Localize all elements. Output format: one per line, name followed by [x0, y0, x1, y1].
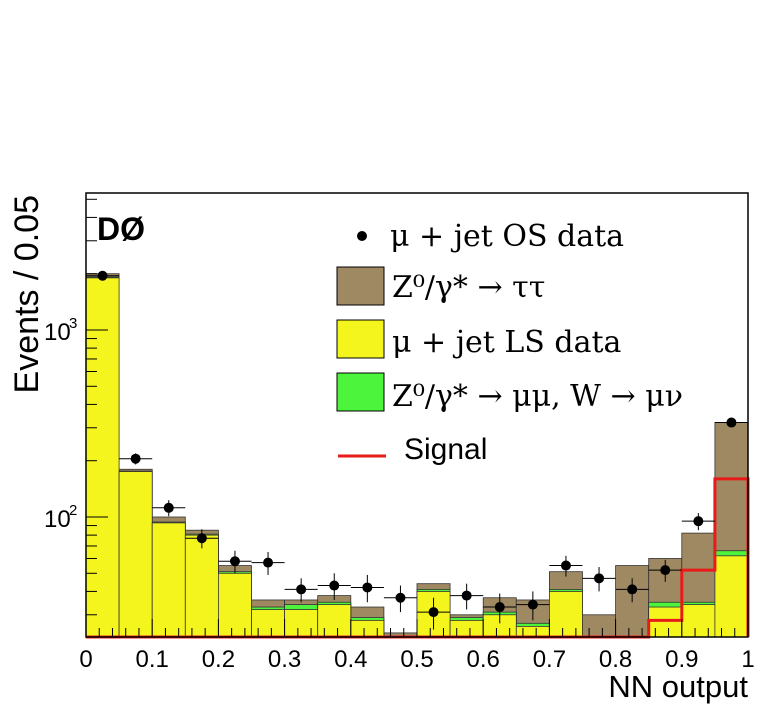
bar-ls-data-bin-7: [317, 604, 352, 638]
data-point-9: [383, 585, 417, 613]
x-tick-label-5: 0.5: [400, 646, 433, 673]
data-point-marker-16: [627, 584, 638, 595]
data-point-0: [86, 270, 120, 281]
legend-swatch-zmumu-wmunu: [336, 372, 385, 412]
y-tick-label-exp-0: 3: [69, 315, 77, 332]
data-point-marker-10: [428, 607, 439, 618]
data-point-marker-19: [726, 417, 737, 428]
data-point-marker-4: [229, 556, 240, 567]
experiment-label: DØ: [97, 211, 145, 247]
x-tick-label-1: 0.1: [136, 646, 169, 673]
data-point-1: [119, 453, 153, 465]
data-point-3: [185, 529, 219, 549]
bar-ls-data-bin-18: [681, 604, 716, 638]
data-point-marker-5: [263, 557, 274, 568]
data-point-marker-15: [594, 573, 605, 584]
bar-ls-data-bin-3: [184, 534, 219, 638]
bar-ls-data-bin-11: [449, 619, 484, 638]
data-point-13: [516, 591, 550, 621]
data-point-marker-8: [362, 582, 373, 593]
x-tick-label-0: 0: [79, 646, 92, 673]
data-point-18: [681, 513, 715, 531]
data-point-marker-12: [494, 602, 505, 613]
data-point-8: [350, 574, 384, 603]
bar-ls-data-bin-14: [549, 591, 583, 638]
bar-ls-data-bin-0: [85, 277, 120, 638]
data-point-marker-9: [395, 592, 406, 603]
x-tick-label-2: 0.2: [202, 646, 235, 673]
bar-ls-data-bin-2: [151, 522, 186, 638]
legend-label-signal: Signal: [404, 433, 487, 466]
data-point-7: [317, 573, 351, 600]
data-point-16: [615, 578, 649, 603]
legend-marker-os-data: [357, 231, 367, 241]
x-tick-label-4: 0.4: [334, 646, 367, 673]
legend-label-ztautau: Z⁰/γ* → ττ: [392, 270, 545, 305]
x-tick-label-6: 0.6: [467, 646, 500, 673]
bar-ls-data-bin-5: [251, 609, 285, 638]
data-point-2: [152, 500, 186, 517]
data-point-marker-11: [461, 590, 472, 601]
data-point-marker-7: [329, 580, 340, 591]
x-tick-label-8: 0.8: [599, 646, 632, 673]
legend-label-os-data: μ + jet OS data: [390, 219, 624, 254]
data-point-15: [582, 567, 616, 592]
legend: μ + jet OS data Z⁰/γ* → ττ μ + jet LS da…: [336, 219, 683, 466]
bar-ls-data-bin-19: [714, 555, 749, 638]
bar-ls-data-bin-13: [515, 625, 550, 638]
y-tick-label-1: 10: [44, 506, 71, 533]
legend-label-zmumu-wmunu: Z⁰/γ* → μμ, W → μν: [392, 379, 683, 414]
bar-ls-data-bin-6: [284, 609, 319, 638]
y-tick-label-0: 10: [44, 319, 71, 346]
data-point-marker-1: [130, 453, 141, 464]
bar-ls-data-bin-8: [350, 619, 385, 638]
data-point-marker-6: [296, 584, 307, 595]
legend-swatch-ztautau: [336, 266, 385, 306]
data-points: [86, 270, 748, 630]
data-point-marker-3: [196, 533, 207, 544]
x-tick-label-7: 0.7: [533, 646, 566, 673]
data-point-10: [417, 597, 451, 630]
y-tick-label-exp-1: 2: [69, 502, 77, 519]
data-point-11: [450, 583, 484, 610]
data-point-marker-13: [527, 599, 538, 610]
data-point-17: [648, 559, 682, 582]
y-axis-label: Events / 0.05: [8, 195, 46, 393]
data-point-4: [218, 550, 252, 574]
legend-label-ls-data: μ + jet LS data: [392, 325, 622, 360]
data-point-marker-17: [660, 565, 671, 576]
x-tick-label-10: 1: [741, 646, 754, 673]
bar-ztautau-bin-15: [582, 614, 616, 638]
x-axis-label: NN output: [608, 669, 748, 704]
data-point-marker-2: [163, 502, 174, 513]
data-point-marker-0: [97, 270, 108, 281]
x-tick-label-9: 0.9: [665, 646, 698, 673]
data-point-12: [483, 593, 517, 624]
data-point-14: [549, 555, 583, 577]
bar-ls-data-bin-4: [217, 572, 252, 638]
data-point-5: [251, 551, 285, 575]
x-tick-label-3: 0.3: [268, 646, 301, 673]
data-point-6: [284, 578, 318, 603]
legend-swatch-ls-data: [336, 319, 385, 359]
data-point-marker-14: [560, 560, 571, 571]
bar-ls-data-bin-1: [118, 471, 153, 638]
data-point-19: [714, 417, 748, 428]
data-point-marker-18: [693, 516, 704, 527]
bar-ls-data-bin-17: [648, 606, 683, 638]
